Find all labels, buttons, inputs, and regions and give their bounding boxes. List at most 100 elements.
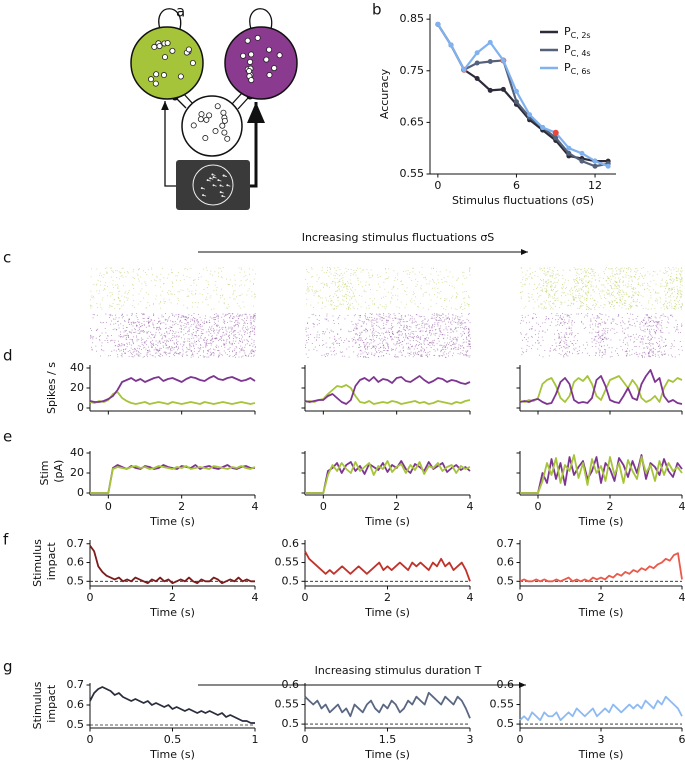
- raster-spike: [413, 353, 415, 355]
- raster-spike: [520, 298, 522, 299]
- raster-spike: [594, 275, 596, 277]
- raster-spike: [336, 273, 337, 274]
- raster-spike: [387, 316, 389, 318]
- raster-spike: [588, 267, 590, 269]
- raster-spike: [528, 296, 530, 298]
- raster-spike: [221, 340, 223, 342]
- raster-spike: [614, 268, 616, 270]
- raster-spike: [680, 296, 682, 297]
- raster-spike: [172, 282, 174, 284]
- raster-spike: [596, 317, 598, 319]
- raster-spike: [555, 300, 557, 302]
- raster-spike: [105, 332, 107, 334]
- raster-spike: [355, 270, 357, 271]
- raster-spike: [444, 342, 446, 344]
- raster-spike: [557, 297, 559, 299]
- raster-spike: [236, 323, 238, 325]
- raster-spike: [455, 346, 457, 348]
- raster-spike: [675, 304, 677, 305]
- raster-spike: [338, 323, 340, 325]
- raster-spike: [626, 327, 628, 329]
- raster-spike: [329, 347, 331, 349]
- raster-spike: [373, 323, 375, 325]
- raster-spike: [403, 271, 405, 272]
- raster-spike: [385, 315, 387, 317]
- raster-spike: [137, 319, 139, 321]
- raster-spike: [336, 277, 338, 279]
- raster-spike: [413, 337, 414, 339]
- raster-spike: [241, 356, 242, 358]
- raster-spike: [406, 327, 407, 328]
- raster-spike: [655, 317, 657, 319]
- raster-spike: [658, 356, 660, 358]
- raster-spike: [353, 272, 355, 274]
- raster-spike: [122, 325, 124, 327]
- raster-spike: [348, 340, 350, 342]
- raster-spike: [590, 272, 591, 274]
- raster-spike: [206, 299, 208, 301]
- raster-spike: [176, 353, 178, 354]
- raster-spike: [198, 277, 200, 278]
- raster-spike: [111, 294, 113, 296]
- raster-spike: [317, 295, 319, 297]
- raster-spike: [139, 332, 140, 334]
- raster-spike: [677, 290, 679, 291]
- raster-spike: [374, 345, 376, 347]
- raster-spike: [235, 352, 237, 354]
- raster-spike: [228, 336, 230, 338]
- raster-spike: [462, 320, 464, 322]
- y-axis-label: Accuracy: [378, 68, 391, 119]
- raster-spike: [186, 323, 188, 325]
- raster-spike: [596, 332, 598, 334]
- raster-spike: [432, 324, 434, 326]
- raster-spike: [644, 317, 646, 319]
- y-tick-label: 0.5: [67, 718, 85, 731]
- raster-spike: [243, 271, 245, 273]
- raster-spike: [338, 289, 340, 291]
- neuron: [263, 56, 270, 63]
- raster-spike: [156, 352, 158, 354]
- raster-spike: [379, 335, 381, 336]
- raster-spike: [658, 321, 660, 323]
- raster-spike: [211, 338, 213, 340]
- raster-spike: [338, 275, 340, 277]
- raster-spike: [147, 356, 149, 358]
- y-tick-label: 0.85: [400, 12, 425, 25]
- raster-spike: [138, 345, 140, 347]
- raster-spike: [186, 322, 188, 324]
- raster-spike: [405, 343, 407, 345]
- raster-spike: [563, 319, 565, 321]
- raster-spike: [253, 350, 255, 352]
- raster-spike: [582, 323, 584, 325]
- raster-spike: [365, 343, 367, 345]
- raster-spike: [446, 337, 448, 339]
- raster-spike: [417, 341, 419, 343]
- raster-spike: [391, 339, 393, 341]
- raster-spike: [116, 284, 118, 285]
- raster-spike: [578, 350, 580, 352]
- raster-spike: [335, 340, 336, 342]
- raster-spike: [644, 274, 646, 276]
- raster-spike: [599, 290, 601, 292]
- raster-spike: [397, 356, 399, 358]
- raster-spike: [562, 325, 564, 326]
- raster-spike: [580, 280, 582, 281]
- raster-spike: [468, 342, 470, 344]
- raster-spike: [169, 332, 171, 334]
- raster-spike: [531, 328, 533, 330]
- raster-spike: [339, 269, 341, 271]
- raster-spike: [425, 337, 426, 339]
- raster-spike: [250, 316, 251, 318]
- raster-spike: [665, 300, 667, 302]
- x-tick-label: 0.5: [164, 733, 182, 746]
- raster-spike: [193, 340, 195, 342]
- raster-spike: [109, 304, 111, 306]
- raster-spike: [676, 326, 678, 327]
- raster-spike: [401, 315, 403, 316]
- raster-spike: [156, 350, 158, 352]
- raster-spike: [666, 327, 668, 329]
- raster-spike: [398, 318, 400, 320]
- raster-spike: [642, 275, 644, 277]
- raster-spike: [437, 274, 439, 276]
- raster-spike: [588, 289, 590, 291]
